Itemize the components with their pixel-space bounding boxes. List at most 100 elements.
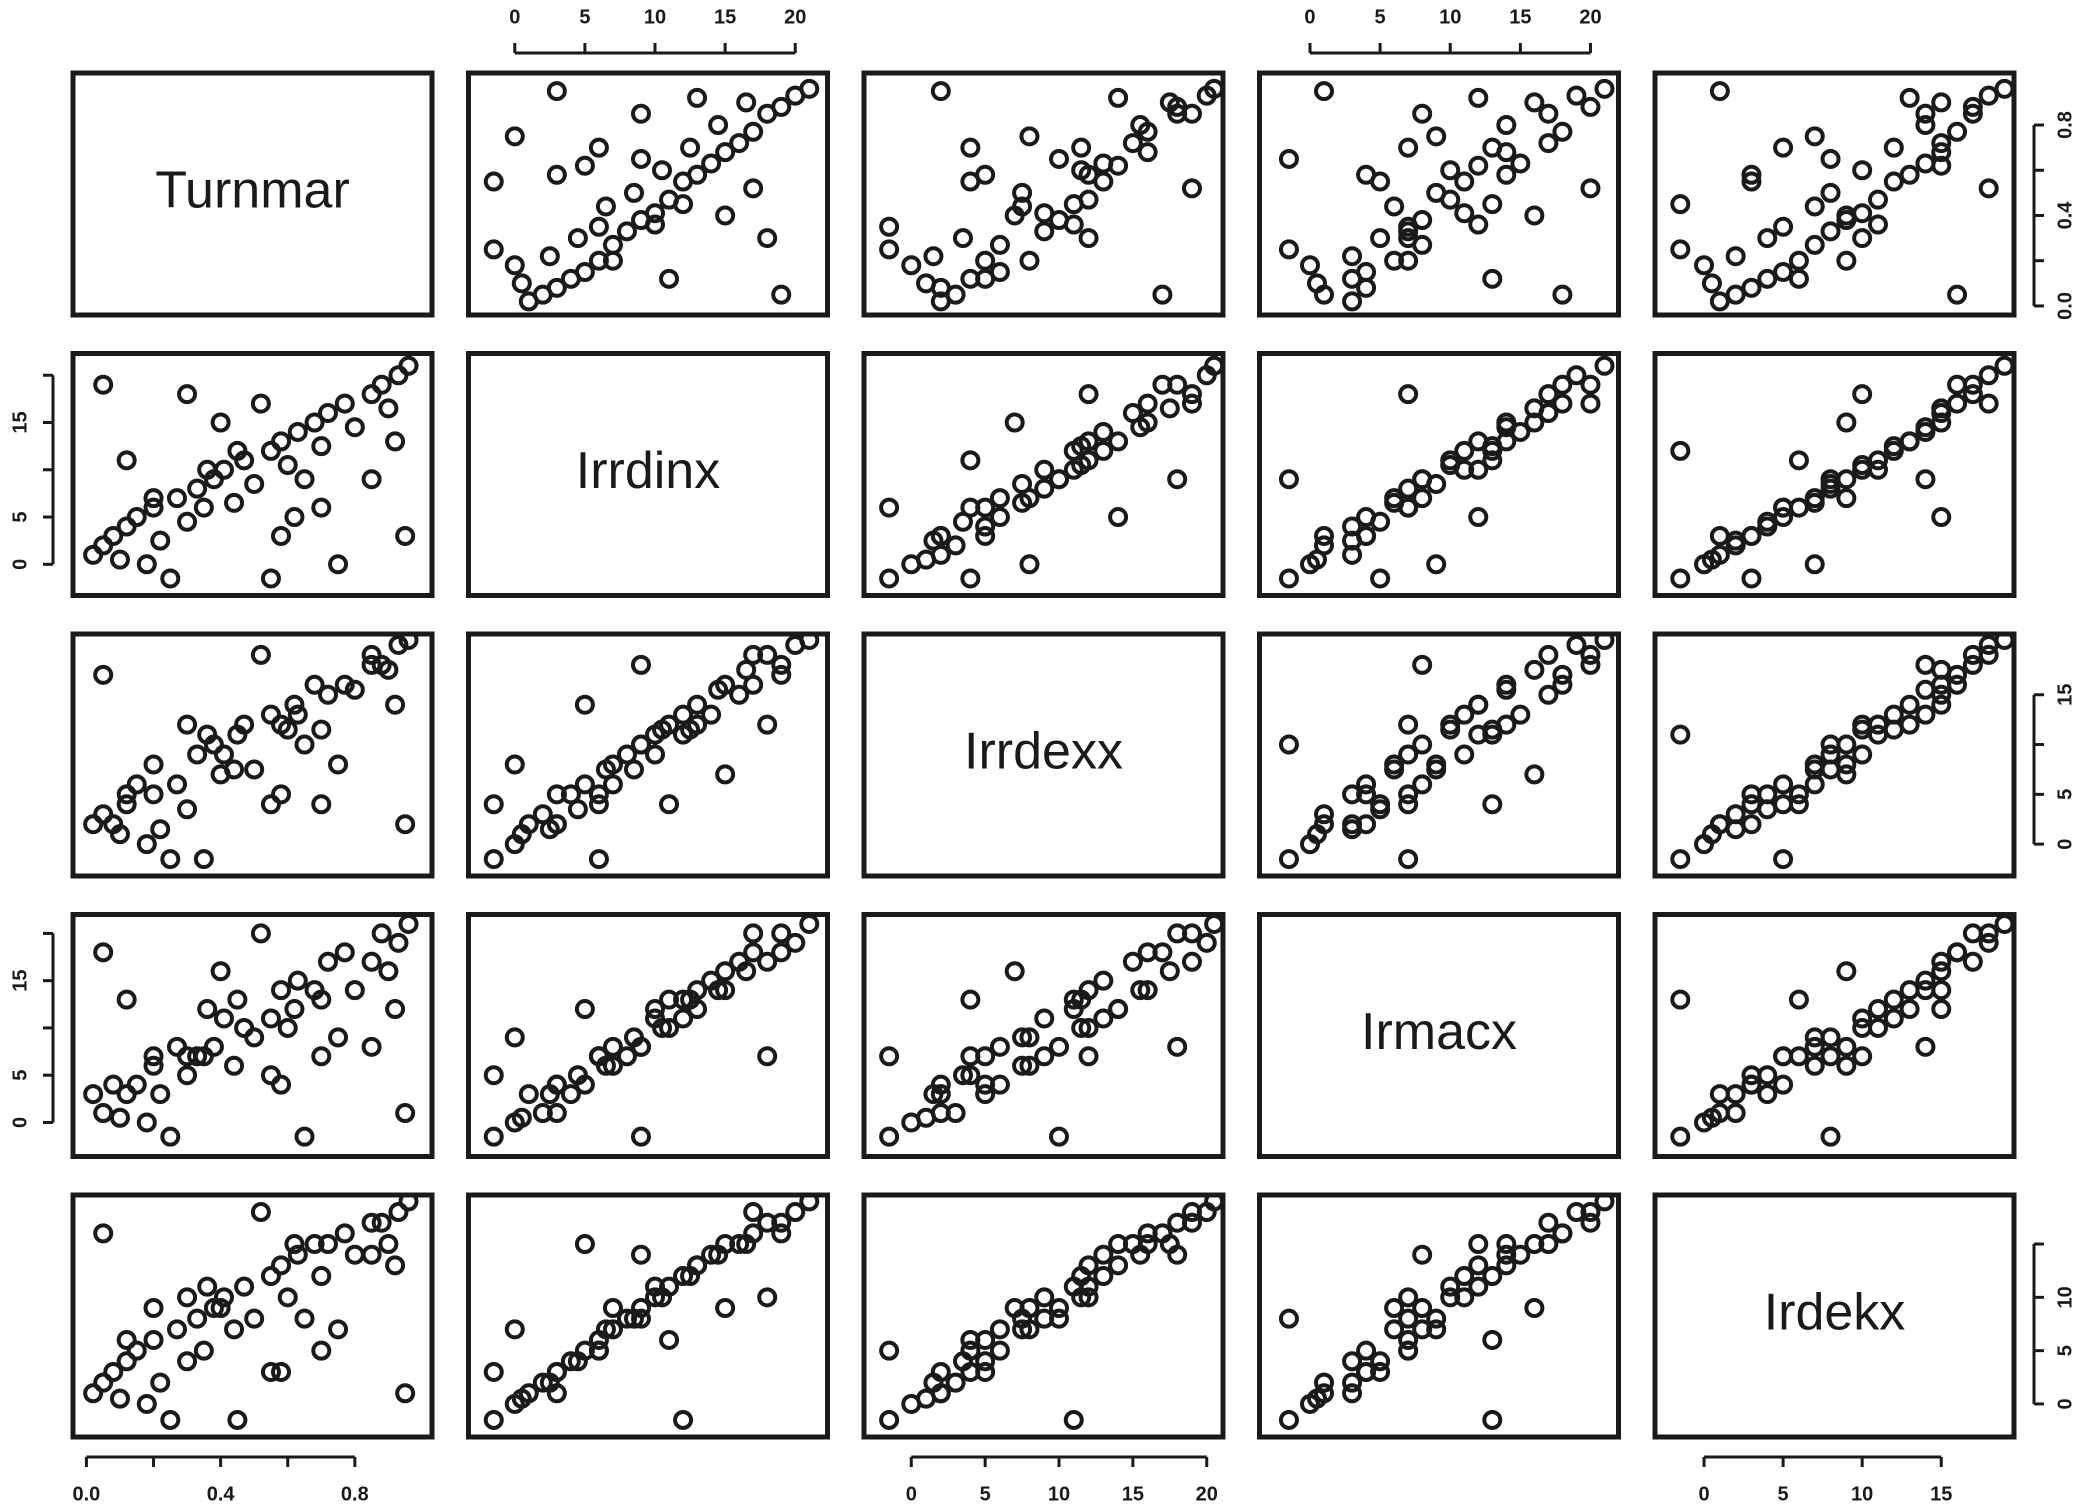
- x-tick-label: 10: [1048, 1483, 1070, 1505]
- point: [1804, 492, 1825, 513]
- point: [116, 1329, 137, 1350]
- x-tick-label: 0.0: [73, 1483, 101, 1505]
- point: [879, 1409, 900, 1430]
- point: [1468, 214, 1489, 235]
- point: [378, 1234, 399, 1255]
- point: [1496, 679, 1517, 700]
- point: [197, 724, 218, 745]
- point: [1306, 273, 1327, 294]
- point: [1468, 1276, 1489, 1297]
- point: [260, 1361, 281, 1382]
- point: [311, 989, 332, 1010]
- points: [1670, 914, 2014, 1147]
- point: [1468, 694, 1489, 715]
- point: [901, 1393, 922, 1414]
- point: [960, 137, 981, 158]
- point: [150, 530, 171, 551]
- point: [1426, 1308, 1447, 1329]
- point: [378, 659, 399, 680]
- panel-frame: [1652, 912, 2017, 1159]
- points: [483, 78, 820, 312]
- point: [1370, 1351, 1391, 1372]
- point: [1167, 1212, 1188, 1233]
- point: [483, 239, 504, 260]
- point: [213, 744, 234, 765]
- panel: [70, 912, 435, 1159]
- points: [879, 914, 1223, 1147]
- point: [227, 1409, 248, 1430]
- point: [203, 1298, 224, 1319]
- point: [1709, 525, 1730, 546]
- points: [1278, 1195, 1615, 1430]
- point: [1931, 694, 1952, 715]
- point: [715, 961, 736, 982]
- point: [1867, 459, 1888, 480]
- point: [595, 196, 616, 217]
- point: [1034, 459, 1055, 480]
- point: [1278, 239, 1299, 260]
- point: [602, 1319, 623, 1340]
- point: [126, 1340, 147, 1361]
- point: [1181, 393, 1202, 414]
- x-tick-label: 0: [1698, 1483, 1709, 1505]
- point: [93, 942, 114, 963]
- point: [715, 1298, 736, 1319]
- point: [388, 932, 409, 953]
- y-tick-label: 5: [2054, 1345, 2076, 1356]
- point: [287, 1244, 308, 1265]
- point: [1915, 980, 1936, 1001]
- point: [1820, 734, 1841, 755]
- point: [602, 754, 623, 775]
- point: [1034, 478, 1055, 499]
- panel-frame: [70, 1192, 435, 1440]
- point: [398, 634, 419, 650]
- point: [1440, 455, 1461, 476]
- point: [1978, 644, 1999, 665]
- point: [1278, 1308, 1299, 1329]
- point: [546, 1383, 567, 1404]
- point: [1788, 250, 1809, 271]
- point: [244, 1027, 265, 1048]
- point: [504, 834, 525, 855]
- point: [975, 516, 996, 537]
- points: [83, 634, 419, 870]
- point: [539, 246, 560, 267]
- point: [1012, 1055, 1033, 1076]
- point: [975, 1351, 996, 1372]
- point: [799, 634, 820, 650]
- point: [287, 970, 308, 991]
- x-tick-label: 0.4: [207, 1483, 236, 1505]
- point: [1962, 951, 1983, 972]
- point: [1412, 469, 1433, 490]
- point: [193, 849, 214, 870]
- point: [344, 679, 365, 700]
- point: [945, 535, 966, 556]
- point: [923, 246, 944, 267]
- point: [116, 784, 137, 805]
- panel-frame: [70, 70, 435, 318]
- point: [1788, 450, 1809, 471]
- point: [1899, 694, 1920, 715]
- point: [1773, 137, 1794, 158]
- point: [1820, 1126, 1841, 1147]
- point: [277, 455, 298, 476]
- panel: [1257, 1192, 1621, 1440]
- point: [1356, 1340, 1377, 1361]
- point: [224, 1055, 245, 1076]
- point: [1314, 814, 1335, 835]
- point: [989, 488, 1010, 509]
- panel: [861, 912, 1226, 1159]
- point: [616, 1046, 637, 1067]
- point: [1836, 488, 1857, 509]
- point: [328, 754, 349, 775]
- point: [1398, 849, 1419, 870]
- point: [271, 980, 292, 1001]
- point: [103, 525, 124, 546]
- point: [1820, 469, 1841, 490]
- panel-frame: [861, 631, 1226, 879]
- point: [588, 1340, 609, 1361]
- point: [1670, 568, 1691, 589]
- point: [560, 1084, 581, 1105]
- point: [1552, 393, 1573, 414]
- point: [1093, 1266, 1114, 1287]
